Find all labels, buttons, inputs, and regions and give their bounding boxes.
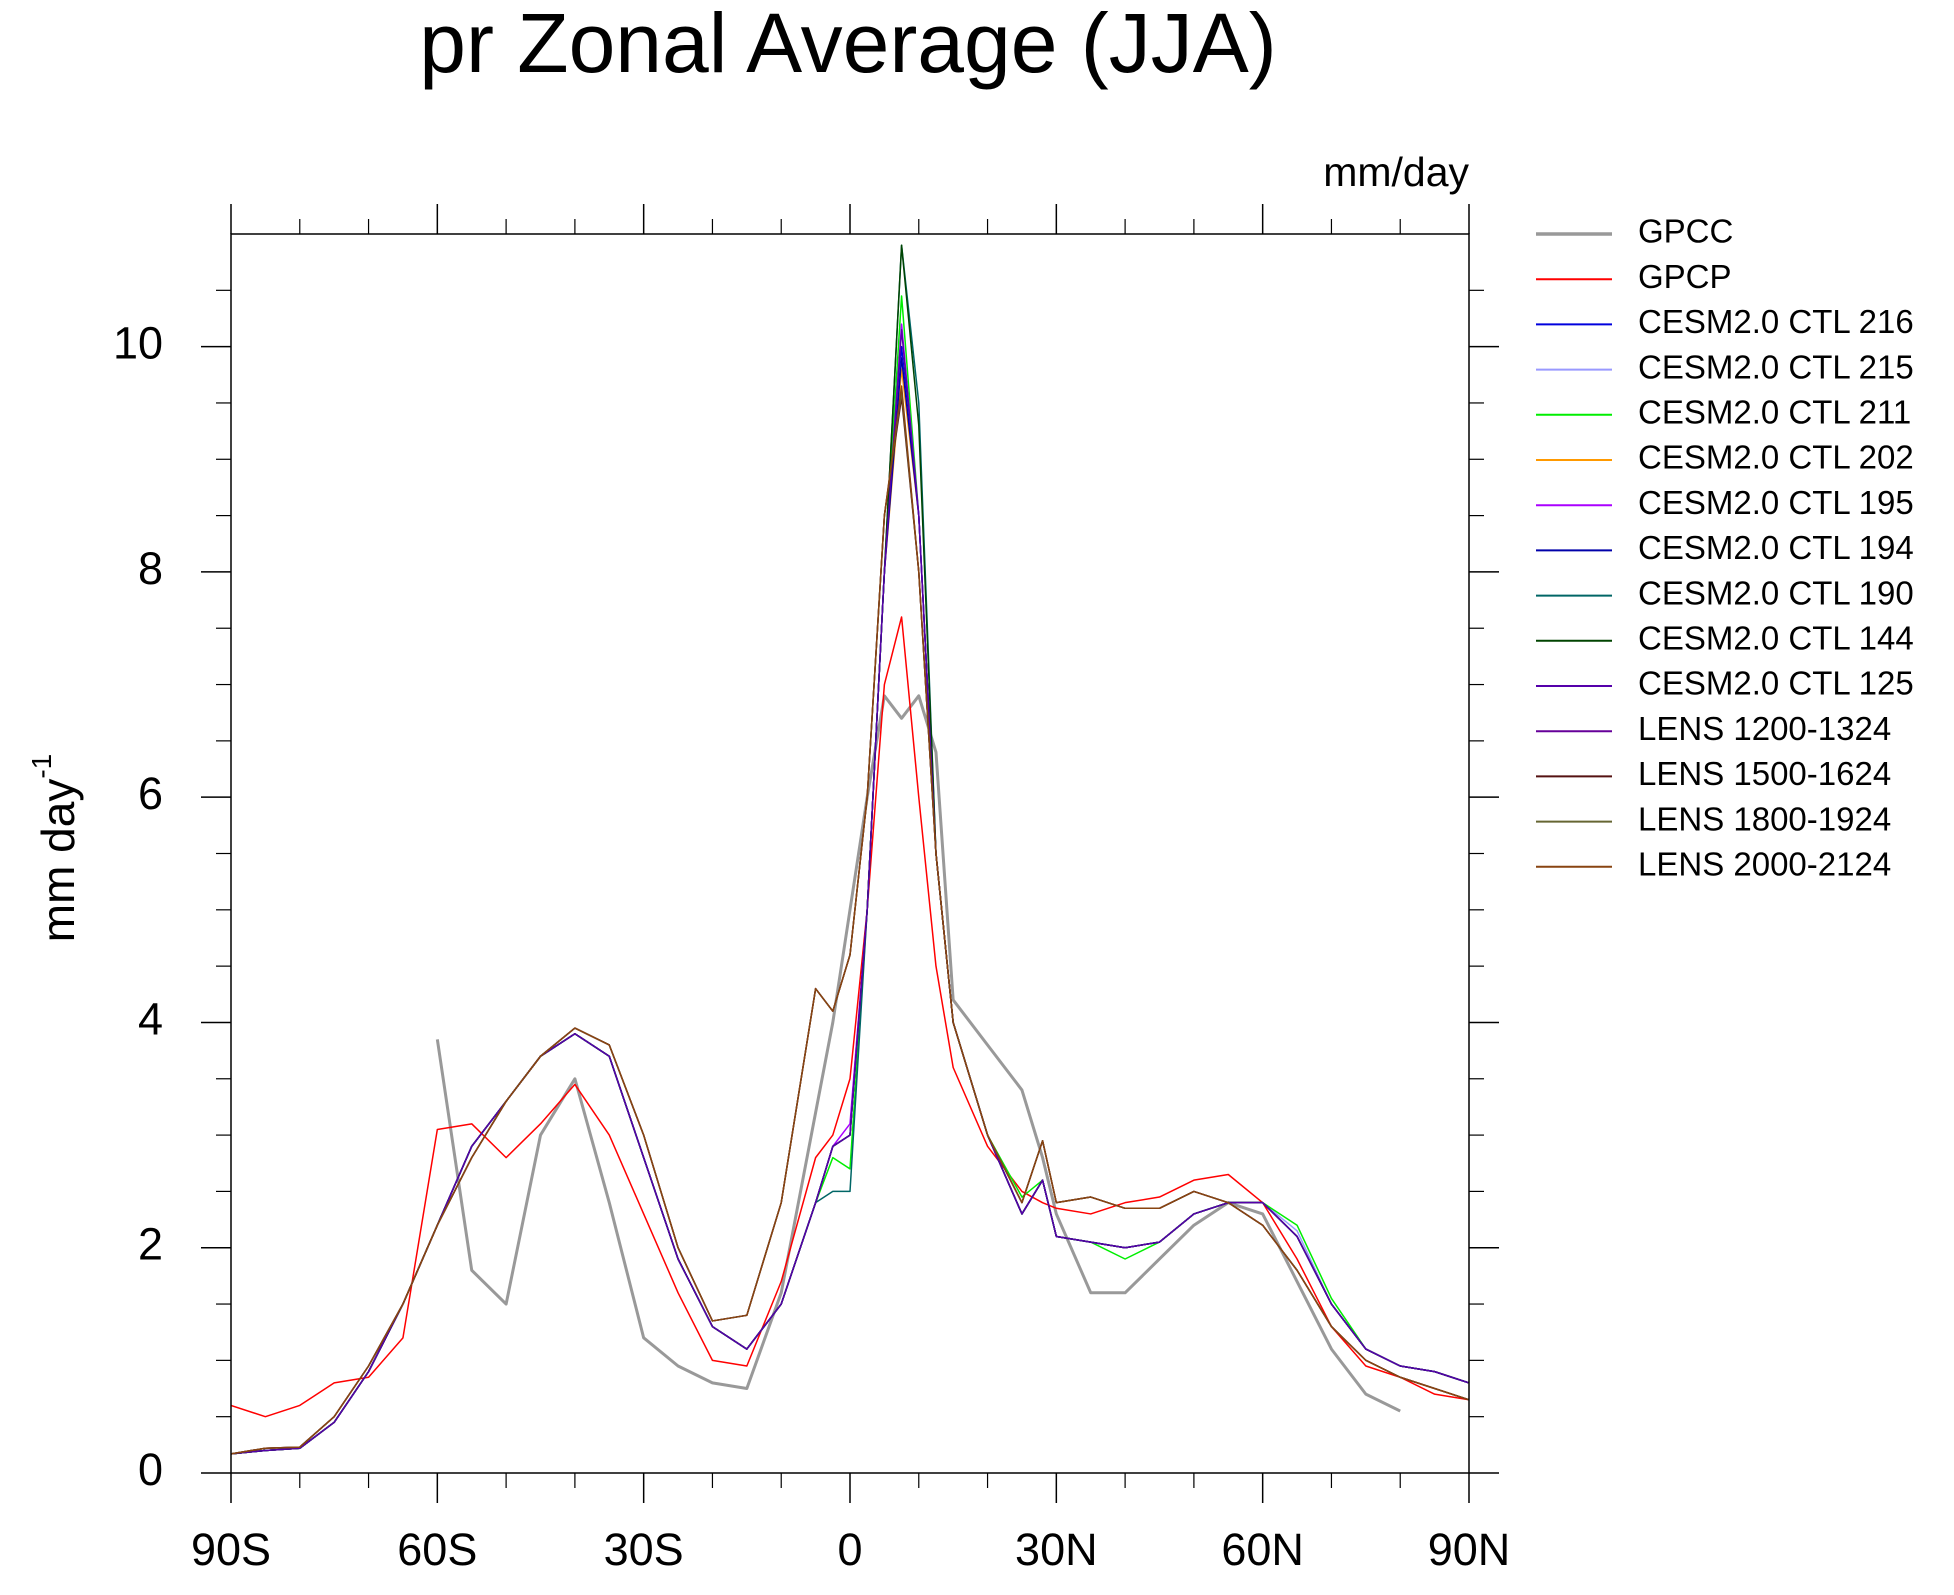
y-axis-label: mm day-1 — [26, 754, 84, 943]
series-line — [231, 390, 1469, 1455]
legend-label: CESM2.0 CTL 202 — [1638, 439, 1914, 476]
legend-label: LENS 1500-1624 — [1638, 755, 1891, 792]
series-line — [231, 616, 1469, 1418]
series-line — [231, 295, 1469, 1455]
legend-label: CESM2.0 CTL 215 — [1638, 348, 1914, 385]
series-line — [231, 328, 1469, 1455]
y-tick-label: 2 — [138, 1219, 163, 1270]
y-axis-label-text: mm day — [32, 779, 84, 943]
legend-label: GPCP — [1638, 258, 1732, 295]
x-tick-label: 90S — [191, 1524, 271, 1575]
y-tick-label: 10 — [113, 318, 163, 369]
x-tick-label: 60N — [1221, 1524, 1304, 1575]
plot-frame — [230, 233, 1470, 1474]
legend-label: CESM2.0 CTL 211 — [1638, 394, 1911, 431]
x-tick-label: 30S — [604, 1524, 684, 1575]
x-tick-label: 0 — [837, 1524, 862, 1575]
legend-label: GPCC — [1638, 213, 1733, 250]
legend-label: CESM2.0 CTL 216 — [1638, 303, 1914, 340]
series-line — [231, 385, 1469, 1455]
legend-label: LENS 1200-1324 — [1638, 710, 1891, 747]
series-line — [231, 390, 1469, 1455]
x-tick-label: 60S — [397, 1524, 477, 1575]
legend-label: LENS 2000-2124 — [1638, 846, 1891, 883]
legend-label: CESM2.0 CTL 125 — [1638, 665, 1914, 702]
axes: 90S 60S 30S 0 30N 60N 90N 0 2 4 6 8 10 — [113, 204, 1510, 1575]
legend-label: CESM2.0 CTL 194 — [1638, 529, 1914, 566]
legend-label: CESM2.0 CTL 190 — [1638, 574, 1914, 611]
series-line — [231, 323, 1469, 1455]
y-tick-label: 4 — [138, 993, 163, 1044]
series-line — [231, 396, 1469, 1455]
units-label: mm/day — [1323, 149, 1469, 195]
plot-area — [231, 244, 1469, 1455]
y-axis-label-superscript: -1 — [26, 754, 57, 779]
y-tick-label: 0 — [138, 1444, 163, 1495]
x-tick-label: 30N — [1015, 1524, 1098, 1575]
legend: GPCC GPCP CESM2.0 CTL 216 CESM2.0 CTL 215 CE… — [1536, 213, 1914, 883]
y-tick-label: 6 — [138, 768, 163, 819]
legend-label: CESM2.0 CTL 144 — [1638, 620, 1914, 657]
chart-title: pr Zonal Average (JJA) — [419, 0, 1277, 90]
x-tick-label: 90N — [1428, 1524, 1511, 1575]
y-tick-label: 8 — [138, 543, 163, 594]
legend-label: LENS 1800-1924 — [1638, 800, 1891, 837]
legend-label: CESM2.0 CTL 195 — [1638, 484, 1914, 521]
